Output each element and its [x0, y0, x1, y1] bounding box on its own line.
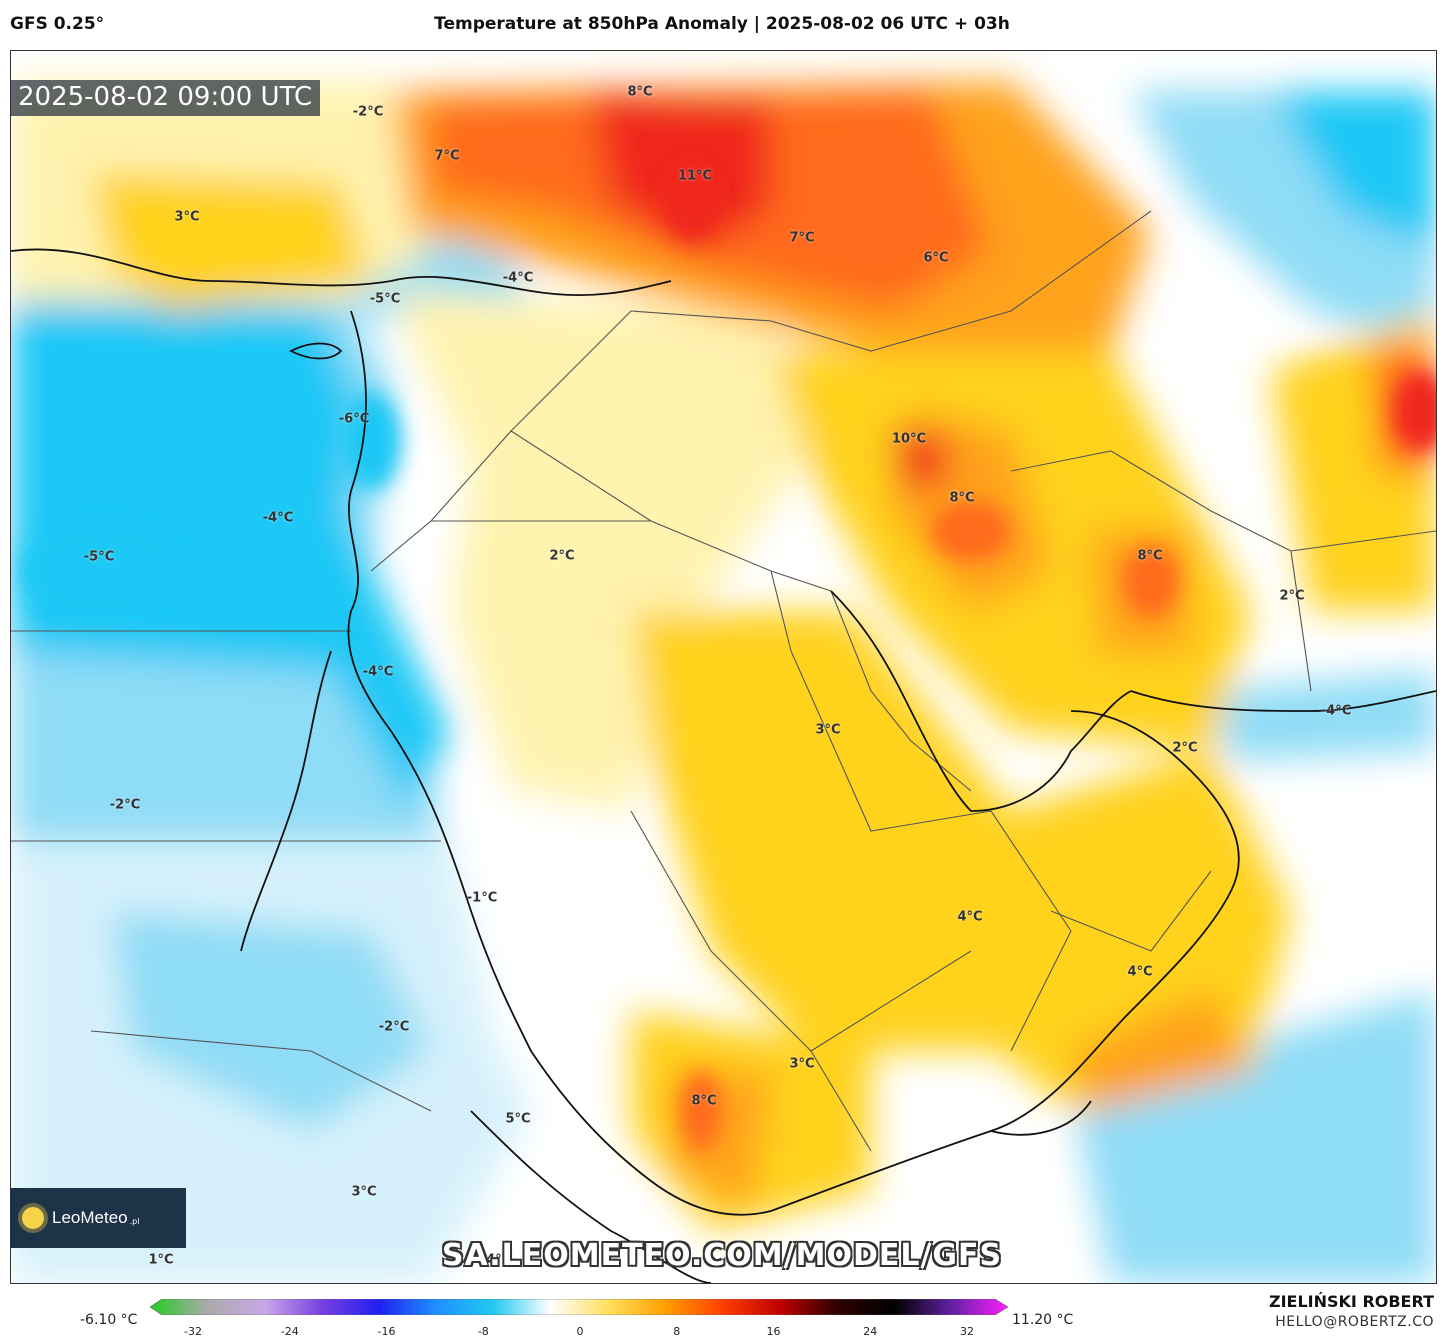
temp-label: 2°C — [549, 548, 575, 564]
temp-label: -4°C — [1320, 703, 1352, 719]
temp-label: -2°C — [109, 797, 141, 813]
temp-label: 11°C — [677, 168, 713, 184]
coastlines — [11, 248, 1436, 1283]
anomaly-map — [11, 51, 1436, 1283]
colorbar-tick-label: 32 — [960, 1325, 974, 1338]
temp-label: 6°C — [923, 250, 949, 266]
temp-label: 10°C — [891, 431, 927, 447]
temp-label: -6°C — [338, 411, 370, 427]
author-email: HELLO@ROBERTZ.CO — [1275, 1314, 1434, 1330]
colorbar-scale — [150, 1299, 1009, 1315]
temp-label: 3°C — [789, 1056, 815, 1072]
temp-label: 8°C — [949, 490, 975, 506]
temp-label: -4°C — [362, 664, 394, 680]
colorbar-tick-label: -8 — [477, 1325, 489, 1338]
temp-label: -1°C — [466, 890, 498, 906]
colorbar-tick-label: 24 — [863, 1325, 878, 1338]
logo-suffix: .pl — [129, 1216, 140, 1226]
colorbar-tick-label: 16 — [766, 1325, 781, 1338]
logo-text: LeoMeteo — [52, 1208, 128, 1227]
temp-label: -4°C — [480, 1252, 512, 1268]
colorbar-tick-label: 0 — [576, 1325, 584, 1338]
temp-label: 7°C — [434, 148, 460, 164]
temp-label: 8°C — [627, 84, 653, 100]
colorbar-tick-label: -24 — [280, 1325, 299, 1338]
temp-label: -5°C — [83, 549, 115, 565]
temp-label: -2°C — [378, 1019, 410, 1035]
map-title: Temperature at 850hPa Anomaly | 2025-08-… — [434, 14, 1010, 34]
model-name: GFS 0.25° — [10, 14, 105, 34]
colorbar-max-label: 11.20 °C — [1012, 1312, 1074, 1328]
source-url-watermark: SA.LEOMETEO.COM/MODEL/GFS — [441, 1238, 1003, 1273]
temp-label: 8°C — [691, 1093, 717, 1109]
temp-label: 3°C — [174, 209, 200, 225]
valid-time-badge: 2025-08-02 09:00 UTC — [10, 80, 321, 116]
sun-icon — [22, 1207, 44, 1229]
temp-label: 3°C — [815, 722, 841, 738]
temp-label: -2°C — [352, 104, 384, 120]
anomaly-cores — [21, 161, 1436, 1151]
colorbar — [150, 1299, 1009, 1315]
temp-label: 4°C — [957, 909, 983, 925]
colorbar-tick-label: -32 — [184, 1325, 202, 1338]
temp-label: 3°C — [351, 1184, 377, 1200]
colorbar-tick-label: -16 — [377, 1325, 396, 1338]
temp-label: 2°C — [1172, 740, 1198, 756]
temp-label: 1°C — [148, 1252, 174, 1268]
colorbar-min-label: -6.10 °C — [80, 1312, 138, 1328]
temp-label: -5°C — [369, 291, 401, 307]
temp-label: -4°C — [502, 270, 534, 286]
colorbar-tick-label: 8 — [673, 1325, 681, 1338]
temp-label: 2°C — [1279, 588, 1305, 604]
temp-label: -4°C — [262, 510, 294, 526]
country-borders — [11, 210, 1436, 1152]
author-name: ZIELIŃSKI ROBERT — [1268, 1292, 1434, 1311]
temp-label: 5°C — [505, 1111, 531, 1127]
temp-label: 8°C — [1137, 548, 1163, 564]
leometeo-logo[interactable]: LeoMeteo .pl — [10, 1188, 186, 1248]
map-panel[interactable] — [10, 50, 1437, 1284]
temp-label: 4°C — [1127, 964, 1153, 980]
temp-label: 7°C — [789, 230, 815, 246]
